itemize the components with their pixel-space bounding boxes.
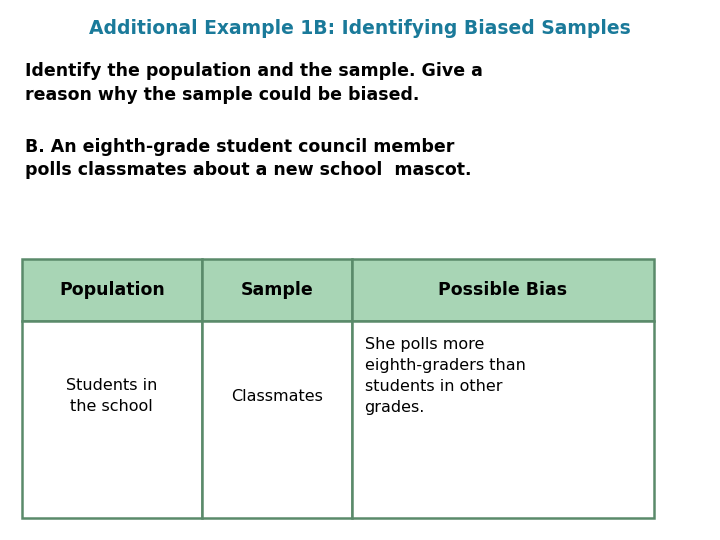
Text: Additional Example 1B: Identifying Biased Samples: Additional Example 1B: Identifying Biase…: [89, 19, 631, 38]
FancyBboxPatch shape: [202, 259, 351, 321]
Text: Population: Population: [59, 281, 165, 299]
Text: B. An eighth-grade student council member
polls classmates about a new school  m: B. An eighth-grade student council membe…: [25, 138, 472, 179]
Text: Identify the population and the sample. Give a
reason why the sample could be bi: Identify the population and the sample. …: [25, 62, 483, 104]
Text: Possible Bias: Possible Bias: [438, 281, 567, 299]
FancyBboxPatch shape: [351, 259, 654, 321]
Text: Students in
the school: Students in the school: [66, 378, 158, 414]
Text: Sample: Sample: [240, 281, 313, 299]
FancyBboxPatch shape: [22, 259, 202, 321]
Text: She polls more
eighth-graders than
students in other
grades.: She polls more eighth-graders than stude…: [364, 338, 526, 415]
FancyBboxPatch shape: [351, 321, 654, 518]
FancyBboxPatch shape: [22, 321, 202, 518]
FancyBboxPatch shape: [202, 321, 351, 518]
Text: Classmates: Classmates: [231, 389, 323, 404]
